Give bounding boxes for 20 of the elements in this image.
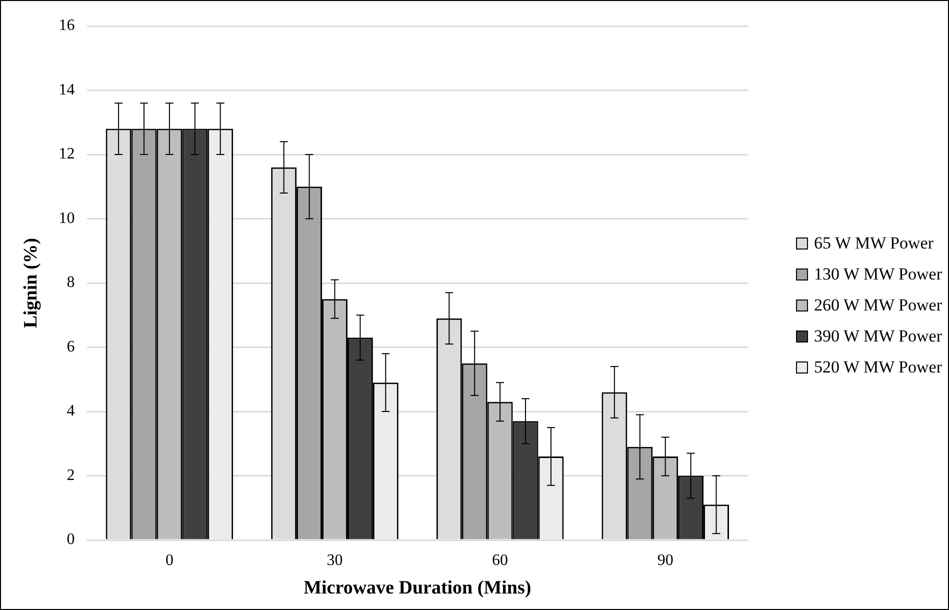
x-axis-title: Microwave Duration (Mins) (304, 578, 532, 599)
y-tick-label: 12 (58, 146, 75, 163)
x-tick-label: 0 (165, 552, 174, 569)
x-tick-label: 90 (657, 552, 674, 569)
legend-label: 65 W MW Power (814, 233, 934, 253)
y-tick-label: 6 (66, 338, 75, 356)
x-tick-label: 30 (326, 552, 343, 569)
legend-label: 520 W MW Power (814, 357, 942, 377)
y-axis-title: Lignin (%) (20, 238, 42, 328)
y-tick-label: 8 (66, 274, 75, 292)
y-tick-label: 0 (66, 531, 75, 548)
y-tick-label: 2 (66, 466, 75, 484)
legend-label: 390 W MW Power (814, 326, 942, 346)
y-tick-label: 14 (58, 81, 75, 98)
legend-label: 130 W MW Power (814, 264, 942, 284)
x-tick-label: 60 (492, 552, 508, 569)
y-tick-label: 4 (66, 402, 75, 420)
y-tick-label: 10 (58, 210, 75, 227)
y-tick-label: 16 (58, 17, 75, 34)
legend-label: 260 W MW Power (814, 295, 942, 315)
